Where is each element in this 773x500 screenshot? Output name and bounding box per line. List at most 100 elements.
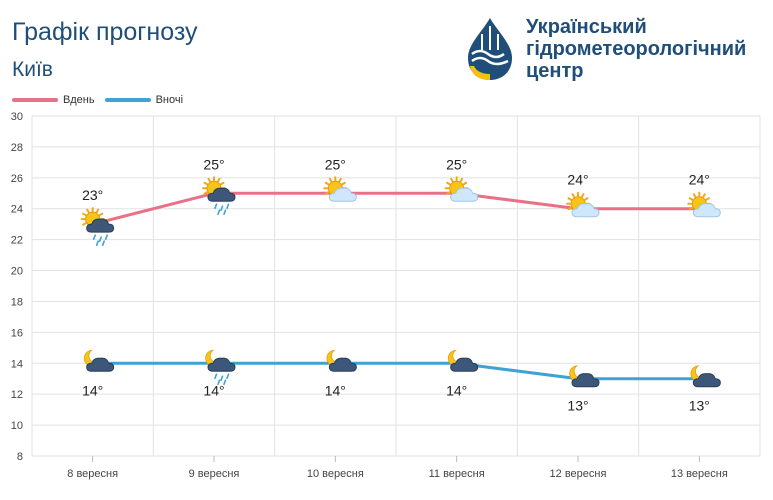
legend-label-day: Вдень <box>63 94 95 106</box>
rain-drop <box>92 234 96 240</box>
x-tick-label: 11 вересня <box>429 468 485 480</box>
sun-ray <box>98 212 104 217</box>
y-tick-label: 30 <box>11 111 23 123</box>
moon-cloud-rain-icon <box>205 349 236 386</box>
chart-legend: Вдень Вночі <box>12 92 193 108</box>
sun-ray <box>324 191 330 195</box>
y-tick-label: 26 <box>11 173 23 185</box>
legend-item-day: Вдень <box>12 94 95 106</box>
moon-cloud-icon <box>326 349 357 372</box>
y-tick-label: 22 <box>11 235 23 247</box>
sun-ray <box>705 197 710 201</box>
x-tick-label: 12 вересня <box>550 468 607 480</box>
sun-ray <box>688 206 694 211</box>
data-label-night: 14° <box>203 382 224 398</box>
legend-swatch-day <box>12 98 58 102</box>
legend-swatch-night <box>104 98 151 102</box>
sun-ray <box>702 193 706 198</box>
rain-drop <box>214 373 218 380</box>
data-label-day: 25° <box>446 156 467 172</box>
x-tick-label: 10 вересня <box>307 468 364 480</box>
sun-ray <box>203 191 209 195</box>
data-label-day: 24° <box>689 172 710 188</box>
y-tick-label: 12 <box>11 389 23 401</box>
sun-ray <box>324 181 330 186</box>
sun-cloud-icon <box>444 176 479 202</box>
y-tick-label: 16 <box>11 327 23 339</box>
sun-ray <box>207 177 211 183</box>
x-tick-label: 13 вересня <box>671 468 728 480</box>
rain-drop <box>101 240 105 246</box>
rain-drop <box>226 373 230 380</box>
sun-ray <box>450 177 454 183</box>
cloud <box>86 357 115 372</box>
y-tick-label: 28 <box>11 142 23 154</box>
rain-drop <box>104 234 108 240</box>
data-label-night: 13° <box>567 398 588 414</box>
y-tick-label: 18 <box>11 296 23 308</box>
y-tick-label: 10 <box>11 420 23 432</box>
sun-ray <box>688 197 694 201</box>
sun-ray <box>583 197 589 201</box>
logo-text-line1: Український <box>526 16 647 38</box>
series-line-night <box>92 361 700 381</box>
logo-text-line3: центр <box>526 60 584 82</box>
sun-ray <box>567 197 573 201</box>
cloud <box>571 373 600 388</box>
legend-item-night: Вночі <box>104 94 184 106</box>
data-label-day: 23° <box>82 187 103 203</box>
sun-cloud-rain-icon <box>202 176 236 216</box>
y-tick-label: 8 <box>17 451 23 463</box>
sun-ray <box>581 193 585 198</box>
sun-cloud-icon <box>687 191 721 218</box>
moon-cloud-icon <box>447 349 479 372</box>
sun-ray <box>341 181 346 186</box>
data-label-day: 25° <box>203 156 224 172</box>
rain-drop <box>223 379 227 386</box>
sun-ray <box>459 177 464 183</box>
data-label-night: 14° <box>446 382 467 398</box>
series-line-day <box>92 191 700 226</box>
rain-drop <box>226 203 230 210</box>
y-tick-label: 20 <box>11 266 23 278</box>
sun-ray <box>692 193 697 198</box>
data-label-day: 25° <box>325 156 346 172</box>
cloud <box>450 357 479 372</box>
sun-ray <box>338 177 342 183</box>
y-tick-label: 14 <box>11 358 23 370</box>
logo-text-line2: гідрометеорологічний <box>526 38 747 60</box>
sun-ray <box>328 177 333 183</box>
rain-drop <box>217 209 221 216</box>
cloud <box>450 187 479 202</box>
cloud <box>328 187 357 202</box>
moon-cloud-icon <box>83 349 115 372</box>
rain-drop <box>223 209 227 216</box>
sun-ray <box>462 181 468 186</box>
rain-drop <box>214 203 218 210</box>
sun-ray <box>203 181 209 186</box>
rain-drop <box>95 240 99 246</box>
rain-drop <box>217 379 221 386</box>
cloud <box>328 357 357 372</box>
sun-cloud-icon <box>566 191 600 218</box>
sun-cloud-rain-icon <box>80 207 115 246</box>
legend-label-night: Вночі <box>155 94 184 106</box>
rain-drop <box>220 205 224 212</box>
data-label-night: 14° <box>325 382 346 398</box>
sun-ray <box>567 206 573 211</box>
sun-ray <box>571 193 575 198</box>
cloud <box>86 218 115 233</box>
sun-ray <box>82 222 87 226</box>
y-tick-label: 24 <box>11 204 23 216</box>
data-label-night: 13° <box>689 398 710 414</box>
cloud <box>692 373 721 388</box>
moon-cloud-icon <box>569 365 600 388</box>
cloud <box>207 357 236 372</box>
x-tick-label: 8 вересня <box>67 468 118 480</box>
rain-drop <box>98 236 102 242</box>
city-name: Київ <box>12 58 53 81</box>
cloud <box>571 203 600 218</box>
rain-drop <box>220 375 224 382</box>
cloud <box>692 203 721 218</box>
